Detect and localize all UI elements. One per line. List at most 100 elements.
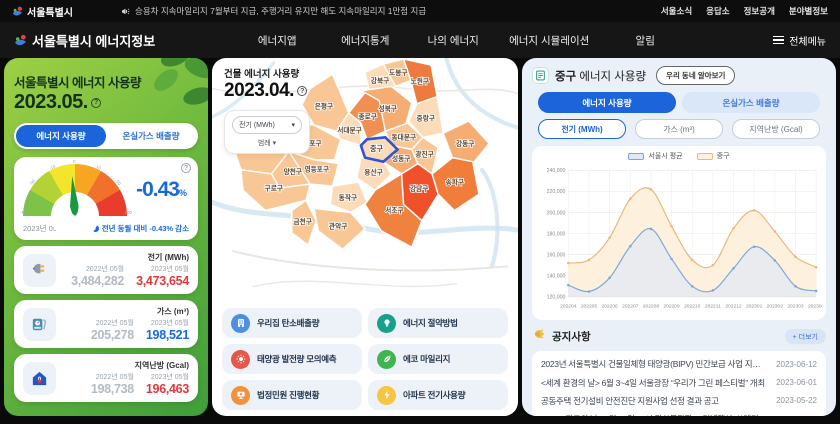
- gauge-help-icon[interactable]: ?: [181, 163, 191, 173]
- district-label-gangnam: 강남구: [410, 184, 428, 193]
- seoul-logo-icon: [12, 6, 23, 15]
- district-dongjak[interactable]: [329, 181, 368, 214]
- svg-text:202210: 202210: [684, 304, 701, 310]
- prev-value: 198,738: [90, 382, 134, 396]
- subtab-electric[interactable]: 전기 (MWh): [538, 119, 626, 139]
- district-guro[interactable]: [240, 169, 311, 212]
- tab-district-ghg-emission[interactable]: 온실가스 배출량: [682, 92, 820, 113]
- svg-text:180,000: 180,000: [547, 231, 566, 237]
- subtab-gas[interactable]: 가스 (m³): [635, 119, 723, 139]
- usage-chart-card: 서울시 평균 중구 120,000 140,000 160,000 180,000 20…: [532, 146, 826, 320]
- monitor-icon: [231, 385, 250, 405]
- help-icon[interactable]: ?: [90, 97, 101, 108]
- district-label-jongno: 종로구: [358, 113, 376, 121]
- map-help-icon[interactable]: ?: [296, 86, 307, 96]
- site-brand[interactable]: 서울특별시 에너지정보: [14, 31, 155, 50]
- district-usage-tabs: 에너지 사용량 온실가스 배출량: [532, 92, 826, 113]
- district-gwanak[interactable]: [313, 207, 366, 250]
- svg-text:200,000: 200,000: [547, 210, 566, 216]
- district-geumcheon[interactable]: [291, 199, 317, 246]
- quicklink-energy-saving[interactable]: 에너지 절약방법: [368, 308, 508, 338]
- svg-text:202301: 202301: [746, 304, 763, 310]
- tab-district-energy-usage[interactable]: 에너지 사용량: [538, 92, 676, 113]
- notice-item[interactable]: <2023 지구의 날> 4월 22일 11시 광화문광장… 기념행사 '쓰레기…: [541, 410, 817, 416]
- curr-value: 3,473,654: [136, 274, 189, 288]
- chevron-down-icon: ▾: [272, 140, 277, 147]
- announcement-ticker[interactable]: 승용차 지속마일리지 7월부터 지급, 주행거리 유지만 해도 지속마일리지 1…: [121, 5, 426, 17]
- svg-text:202205: 202205: [581, 304, 598, 310]
- quicklink-eco-mileage[interactable]: 에코 마일리지: [368, 344, 508, 374]
- district-label-gangdong: 강동구: [456, 139, 474, 148]
- nav-menu: 에너지앱 에너지통계 나의 에너지 에너지 시뮬레이션 알림: [233, 33, 689, 48]
- explore-neighborhood-button[interactable]: 우리 동네 알아보기: [656, 66, 736, 85]
- district-gangdong[interactable]: [442, 120, 490, 165]
- bulb-icon: [377, 313, 396, 333]
- svg-text:202211: 202211: [705, 304, 721, 310]
- quicklink-solar-forecast[interactable]: 태양광 발전량 모의예측: [222, 344, 362, 374]
- eco-leaf-icon: [377, 349, 396, 369]
- gauge-value: -0.43%: [136, 178, 187, 201]
- quicklink-apartment-electric[interactable]: 아파트 전기사용량: [368, 380, 508, 410]
- district-label-yongsan: 용산구: [364, 168, 382, 177]
- building-icon: [231, 313, 250, 333]
- district-label-gangbuk: 강북구: [371, 76, 389, 85]
- link-info-disclosure[interactable]: 정보공개: [743, 6, 775, 16]
- building-energy-map-panel: 도봉구 노원구 강북구 은평구 성북구 중랑구 종로구 동대문구 서대문구 마포구 성동구 광진구 강동…: [212, 58, 518, 416]
- all-menu-label: 전체메뉴: [789, 36, 826, 48]
- map-legend-toggle[interactable]: 범례 ▾: [257, 140, 277, 147]
- district-label-junggu: 중구: [370, 145, 384, 153]
- district-label-seongdong: 성동구: [392, 154, 410, 163]
- tab-ghg-emission[interactable]: 온실가스 배출량: [122, 131, 180, 141]
- svg-text:240,000: 240,000: [547, 168, 566, 174]
- svg-text:160,000: 160,000: [547, 252, 566, 258]
- energy-info-logo-icon: [15, 34, 26, 45]
- nav-item-my-energy[interactable]: 나의 에너지: [427, 34, 479, 47]
- district-jungnang[interactable]: [408, 95, 444, 139]
- chart-legend: 서울시 평균 중구: [536, 151, 822, 161]
- district-heating-icon: [23, 361, 56, 395]
- link-field-info[interactable]: 분야별정보: [788, 6, 828, 16]
- quicklink-civil-complaint[interactable]: 법정민원 진행현황: [222, 380, 362, 410]
- link-eungdapso[interactable]: 응답소: [706, 6, 730, 16]
- main-nav: 서울특별시 에너지정보 에너지앱 에너지통계 나의 에너지 에너지 시뮬레이션 …: [0, 22, 840, 58]
- district-label-mapo: 마포구: [303, 138, 321, 147]
- svg-text:202302: 202302: [767, 304, 784, 310]
- district-junggu[interactable]: [359, 135, 399, 164]
- tab-energy-usage[interactable]: 에너지 사용량: [16, 125, 106, 147]
- nav-item-energy-stats[interactable]: 에너지통계: [341, 34, 390, 47]
- district-label-ddm: 동대문구: [392, 133, 417, 142]
- quick-links: 우리집 탄소배출량 에너지 절약방법 태양광 발전량 모의예측 에코 마일리지 …: [212, 302, 518, 416]
- nav-item-alerts[interactable]: 알림: [635, 34, 655, 47]
- district-songpa[interactable]: [431, 156, 480, 212]
- svg-text:202209: 202209: [663, 304, 680, 310]
- map-filter-box: 전기 (MWh) ▾ 범례 ▾: [224, 110, 310, 154]
- panel-title: 서울특별시 에너지 사용량: [14, 76, 141, 90]
- notice-item[interactable]: 2023년 서울특별시 건물일체형 태양광(BIPV) 민간보급 사업 지원 대…: [541, 359, 817, 370]
- notice-item[interactable]: 공동주택 전기설비 안전진단 지원사업 선정 결과 공고 2023-05-22: [541, 395, 817, 406]
- district-gwangjin[interactable]: [411, 136, 439, 175]
- seoul-logo-text: 서울특별시: [27, 7, 73, 19]
- energy-type-select[interactable]: 전기 (MWh) ▾: [232, 116, 302, 134]
- district-label-dobong: 도봉구: [389, 69, 407, 77]
- nav-item-energy-simulation[interactable]: 에너지 시뮬레이션: [509, 34, 590, 47]
- notice-list: 2023년 서울특별시 건물일체형 태양광(BIPV) 민간보급 사업 지원 대…: [532, 351, 826, 416]
- svg-text:140,000: 140,000: [547, 273, 566, 279]
- panel-date: 2023.05. ?: [14, 91, 198, 114]
- map-panel-title: 건물 에너지 사용량 2023.04.?: [224, 66, 307, 102]
- all-menu-button[interactable]: 전체메뉴: [773, 33, 826, 48]
- notice-more-button[interactable]: + 더보기: [784, 329, 826, 344]
- district-label-gwanak: 관악구: [329, 221, 347, 230]
- prev-value: 205,278: [90, 328, 134, 342]
- subtab-district-heating[interactable]: 지역난방 (Gcal): [732, 119, 820, 139]
- notice-item[interactable]: <세계 환경의 날> 6월 3~4일 서울광장 “우리가 그린 페스티벌” 개최…: [541, 377, 817, 388]
- usage-area-chart: 120,000 140,000 160,000 180,000 200,000 220,0…: [547, 168, 825, 310]
- gauge-month: 2023년 05월: [23, 224, 64, 233]
- seoul-city-logo[interactable]: 서울특별시: [12, 4, 73, 19]
- nav-item-energy-app[interactable]: 에너지앱: [257, 34, 297, 47]
- energy-type-subtabs: 전기 (MWh) 가스 (m³) 지역난방 (Gcal): [532, 119, 826, 139]
- quicklink-home-carbon[interactable]: 우리집 탄소배출량: [222, 308, 362, 338]
- district-sdm[interactable]: [335, 112, 362, 147]
- district-label-ydp: 영등포구: [304, 164, 329, 173]
- link-seoul-news[interactable]: 서울소식: [660, 6, 693, 16]
- district-ydp[interactable]: [288, 150, 340, 187]
